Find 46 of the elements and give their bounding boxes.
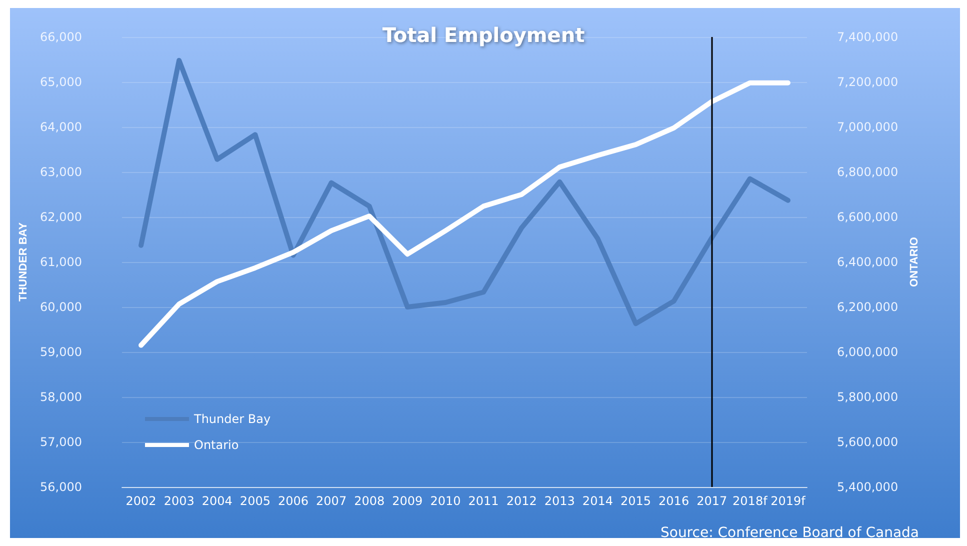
x-tick-label: 2017 <box>696 494 728 508</box>
x-tick-label: 2005 <box>240 494 270 508</box>
y-tick-label: 60,000 <box>40 300 82 314</box>
y-tick-label: 61,000 <box>40 255 82 269</box>
x-tick-label: 2011 <box>468 494 499 508</box>
x-tick-label: 2006 <box>278 494 309 508</box>
source-note: Source: Conference Board of Canada <box>660 525 919 541</box>
y-tick-label: 56,000 <box>40 480 82 494</box>
y2-tick-label: 7,000,000 <box>837 120 898 134</box>
y2-tick-label: 5,400,000 <box>837 480 898 494</box>
x-tick-label: 2018f <box>732 494 768 508</box>
y-tick-label: 57,000 <box>40 435 82 449</box>
x-tick-label: 2012 <box>506 494 537 508</box>
x-tick-label: 2015 <box>620 494 652 508</box>
x-tick-label: 2014 <box>582 494 613 508</box>
legend-label: Ontario <box>194 438 239 452</box>
y2-axis-title: ONTARIO <box>908 236 920 287</box>
y2-tick-label: 6,400,000 <box>837 255 898 269</box>
y-tick-label: 62,000 <box>40 210 82 224</box>
y-tick-label: 64,000 <box>40 120 82 134</box>
y-tick-label: 58,000 <box>40 390 82 404</box>
y2-tick-label: 6,800,000 <box>837 165 898 179</box>
y-axis-title: THUNDER BAY <box>18 222 30 302</box>
x-tick-label: 2016 <box>658 494 690 508</box>
x-tick-label: 2019f <box>770 494 806 508</box>
x-tick-label: 2002 <box>126 494 156 508</box>
y2-tick-label: 7,400,000 <box>837 30 898 44</box>
y2-tick-label: 7,200,000 <box>837 75 898 89</box>
x-tick-label: 2004 <box>202 494 232 508</box>
y-tick-label: 66,000 <box>40 30 82 44</box>
chart-title: Total Employment <box>382 23 586 47</box>
y2-tick-label: 6,000,000 <box>837 345 898 359</box>
x-tick-label: 2007 <box>316 494 347 508</box>
y-tick-label: 65,000 <box>40 75 82 89</box>
x-tick-label: 2008 <box>354 494 385 508</box>
x-tick-label: 2009 <box>392 494 423 508</box>
y-tick-label: 59,000 <box>40 345 82 359</box>
x-tick-label: 2010 <box>430 494 461 508</box>
y-tick-label: 63,000 <box>40 165 82 179</box>
legend-label: Thunder Bay <box>193 412 271 426</box>
x-tick-label: 2003 <box>164 494 194 508</box>
y2-tick-label: 6,200,000 <box>837 300 898 314</box>
x-tick-label: 2013 <box>544 494 575 508</box>
y2-tick-label: 5,800,000 <box>837 390 898 404</box>
y2-tick-label: 5,600,000 <box>837 435 898 449</box>
y2-tick-label: 6,600,000 <box>837 210 898 224</box>
